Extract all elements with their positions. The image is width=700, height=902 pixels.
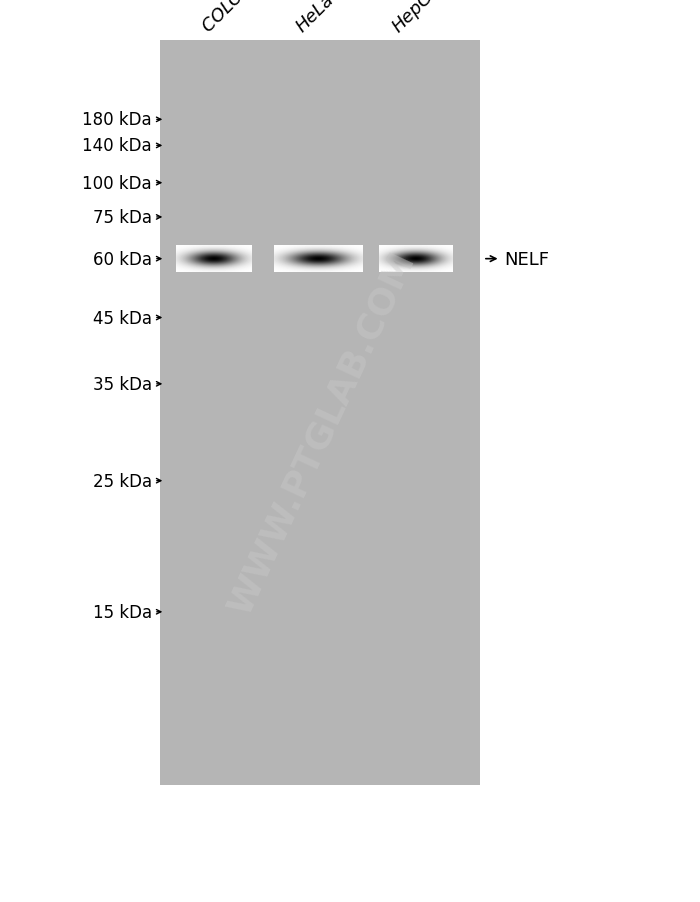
Bar	[160, 41, 480, 785]
Text: NELF: NELF	[504, 251, 549, 269]
Text: COLO 320: COLO 320	[199, 0, 276, 36]
Text: 60 kDa: 60 kDa	[93, 251, 152, 269]
Text: 140 kDa: 140 kDa	[83, 137, 152, 155]
Text: 45 kDa: 45 kDa	[93, 309, 152, 327]
Text: 100 kDa: 100 kDa	[83, 174, 152, 192]
Text: HepG2: HepG2	[389, 0, 444, 36]
Text: 25 kDa: 25 kDa	[93, 472, 152, 490]
Text: 75 kDa: 75 kDa	[93, 208, 152, 226]
Text: 15 kDa: 15 kDa	[93, 603, 152, 621]
Text: WWW.PTGLAB.COM: WWW.PTGLAB.COM	[223, 246, 421, 620]
Text: 180 kDa: 180 kDa	[83, 111, 152, 129]
Text: HeLa: HeLa	[293, 0, 337, 36]
Text: 35 kDa: 35 kDa	[93, 375, 152, 393]
